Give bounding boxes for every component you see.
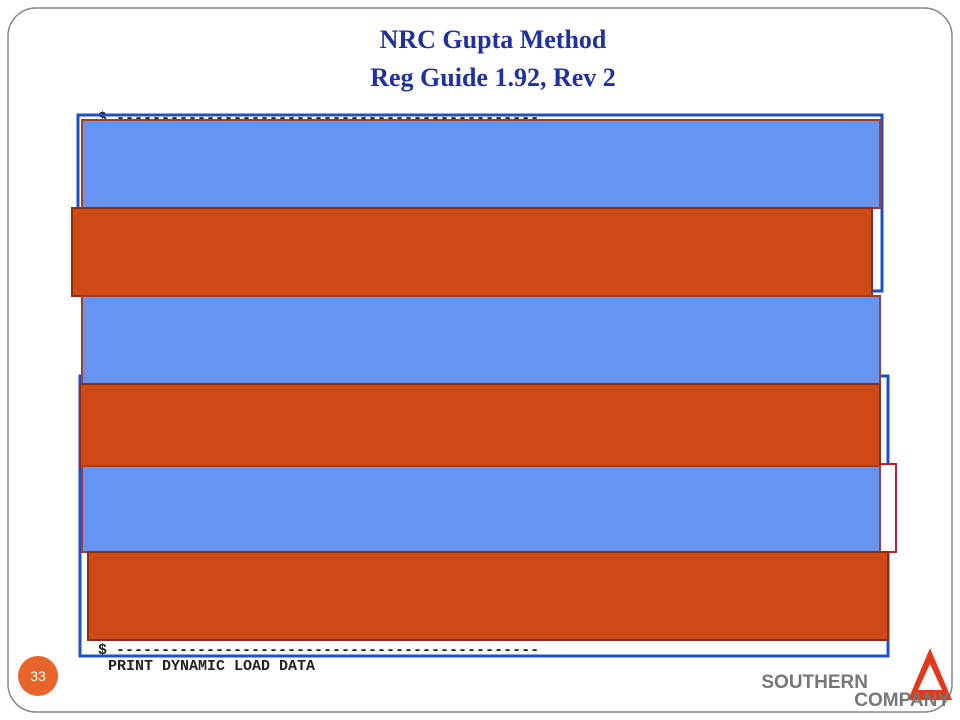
page-badge [18,656,58,696]
cover-block [71,207,873,297]
bottom-rule: $ --------------------------------------… [98,642,539,659]
title: NRC Gupta Method [380,25,607,54]
cover-block [81,119,881,209]
cover-block [87,551,889,641]
cover-block [81,465,881,553]
command-text: PRINT DYNAMIC LOAD DATA [108,658,315,675]
page-number: 33 [30,668,46,684]
cover-block [81,295,881,385]
logo-text: COMPANY [854,690,950,711]
logo-text: SOUTHERN [761,672,868,693]
subtitle: Reg Guide 1.92, Rev 2 [370,63,616,92]
cover-block [79,383,881,467]
logo-mark [918,664,942,690]
